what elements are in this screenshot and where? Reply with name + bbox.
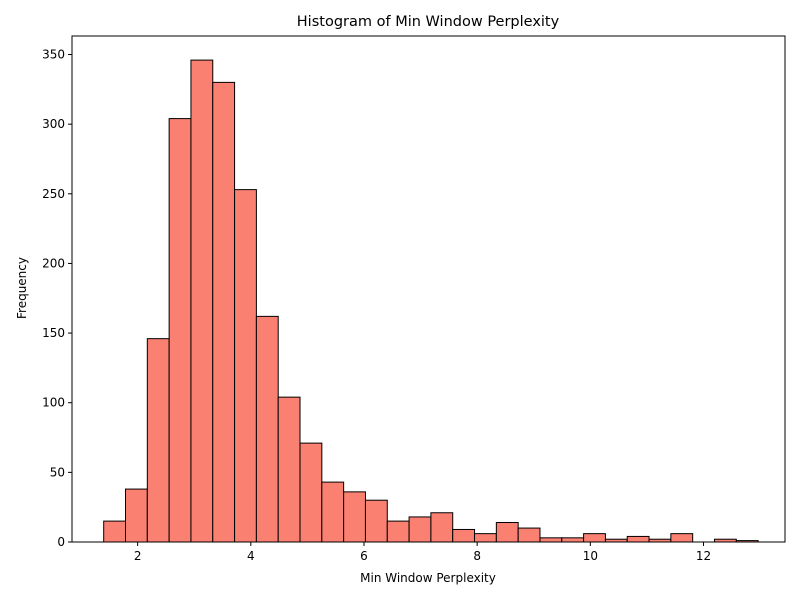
y-axis-label: Frequency [15, 257, 29, 319]
x-tick-label: 8 [473, 549, 481, 563]
histogram-bar [408, 516, 432, 543]
histogram-bar [517, 527, 541, 543]
histogram-bar [299, 442, 323, 543]
x-tick-label: 4 [247, 549, 255, 563]
histogram-bar [103, 520, 127, 543]
x-axis-ticks: 2 4 6 8 10 12 [134, 542, 711, 563]
plot-frame [71, 35, 786, 543]
histogram-bar [561, 537, 585, 543]
y-tick-label: 350 [42, 48, 65, 62]
x-tick-label: 2 [134, 549, 142, 563]
y-tick-label: 150 [42, 326, 65, 340]
histogram-bar [495, 522, 519, 543]
y-tick-label: 300 [42, 117, 65, 131]
x-tick-label: 12 [696, 549, 711, 563]
histogram-bar [539, 537, 563, 543]
histogram-bar [190, 59, 214, 543]
histogram-bar [146, 338, 170, 543]
histogram-bar [125, 488, 148, 543]
x-axis-label: Min Window Perplexity [360, 571, 496, 585]
chart-title: Histogram of Min Window Perplexity [297, 14, 560, 30]
histogram-bar [343, 491, 366, 543]
y-tick-label: 0 [57, 535, 65, 549]
y-tick-label: 250 [42, 187, 65, 201]
histogram-bar [277, 396, 301, 543]
histogram-bar [168, 118, 192, 543]
histogram-bar [386, 520, 410, 543]
histogram-bar [430, 512, 454, 543]
y-tick-label: 200 [42, 256, 65, 270]
histogram-bar [626, 535, 650, 543]
histogram-bar [212, 81, 236, 543]
x-tick-label: 6 [360, 549, 368, 563]
y-axis-ticks: 0 50 100 150 200 250 300 350 [42, 48, 72, 549]
histogram-bar [364, 499, 388, 543]
histogram-bar [474, 533, 497, 543]
histogram-bars [103, 59, 759, 543]
histogram-bar [234, 189, 257, 543]
histogram-bar [583, 533, 606, 543]
y-tick-label: 100 [42, 396, 65, 410]
histogram-bar [321, 481, 345, 543]
y-tick-label: 50 [50, 465, 65, 479]
histogram-bar [255, 315, 279, 543]
histogram-bar [670, 533, 694, 543]
histogram-bar [452, 528, 476, 543]
x-tick-label: 10 [583, 549, 598, 563]
